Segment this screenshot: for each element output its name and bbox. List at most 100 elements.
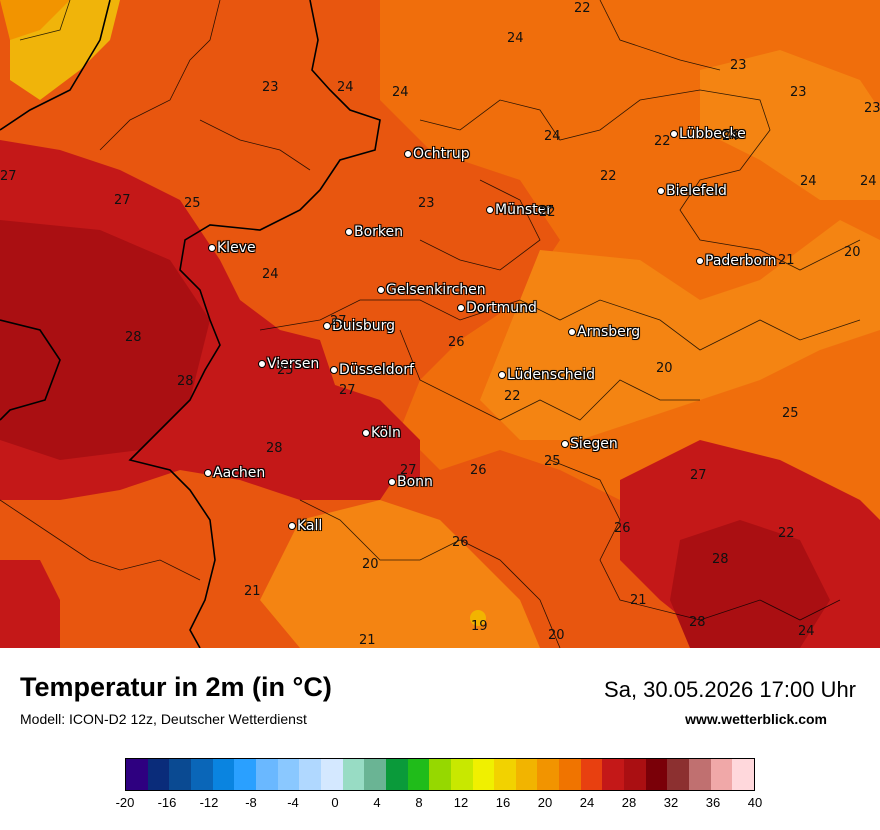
city-marker xyxy=(498,371,506,379)
city-marker xyxy=(362,429,370,437)
city-name: Köln xyxy=(371,425,401,441)
legend-color-segment xyxy=(299,759,321,790)
legend-tick-label: 16 xyxy=(495,795,511,810)
legend-color-segment xyxy=(212,759,235,790)
temperature-value: 26 xyxy=(452,535,469,550)
legend-color-segment xyxy=(320,759,343,790)
city-marker xyxy=(657,187,665,195)
temperature-value: 27 xyxy=(690,468,707,483)
city-name: Gelsenkirchen xyxy=(386,282,486,298)
legend-color-segment xyxy=(472,759,495,790)
city-marker xyxy=(457,304,465,312)
legend-color-segment xyxy=(364,759,386,790)
city-name: Lüdenscheid xyxy=(507,367,596,383)
website-link[interactable]: www.wetterblick.com xyxy=(685,711,827,727)
legend-tick-label: 40 xyxy=(747,795,763,810)
city-marker xyxy=(404,150,412,158)
legend-color-segment xyxy=(580,759,603,790)
legend-color-segment xyxy=(277,759,300,790)
legend-color-segment xyxy=(559,759,581,790)
temperature-value: 26 xyxy=(470,463,487,478)
temperature-value: 22 xyxy=(778,526,795,541)
temperature-value: 24 xyxy=(262,267,279,282)
legend-color-segment xyxy=(450,759,473,790)
city-label-dortmund: Dortmund xyxy=(457,300,537,316)
legend-tick-label: 0 xyxy=(331,795,339,810)
city-name: Ochtrup xyxy=(413,146,470,162)
city-name: Viersen xyxy=(267,356,320,372)
temperature-value: 20 xyxy=(844,245,861,260)
city-name: Duisburg xyxy=(332,318,395,334)
legend-color-segment xyxy=(126,759,148,790)
legend-tick-label: 4 xyxy=(373,795,381,810)
temperature-value: 28 xyxy=(177,374,194,389)
legend-color-segment xyxy=(234,759,256,790)
city-marker xyxy=(208,244,216,252)
temperature-value: 21 xyxy=(778,253,795,268)
temperature-value: 20 xyxy=(548,628,565,643)
temperature-value: 24 xyxy=(507,31,524,46)
city-label-siegen: Siegen xyxy=(561,436,618,452)
temperature-value: 24 xyxy=(337,80,354,95)
legend-color-segment xyxy=(624,759,646,790)
city-marker xyxy=(388,478,396,486)
legend-color-segment xyxy=(255,759,278,790)
city-label-bielefeld: Bielefeld xyxy=(657,183,727,199)
temperature-value: 21 xyxy=(244,584,261,599)
legend-tick-label: -12 xyxy=(199,795,219,810)
city-name: Borken xyxy=(354,224,404,240)
temperature-value: 26 xyxy=(448,335,465,350)
temperature-value: 21 xyxy=(630,593,647,608)
color-scale-legend xyxy=(125,758,755,791)
legend-color-segment xyxy=(169,759,191,790)
city-name: Paderborn xyxy=(705,253,777,269)
temperature-value: 24 xyxy=(800,174,817,189)
legend-color-segment xyxy=(190,759,213,790)
legend-color-segment xyxy=(515,759,538,790)
city-marker xyxy=(568,328,576,336)
map-title: Temperatur in 2m (in °C) xyxy=(20,672,332,702)
temperature-value: 21 xyxy=(359,633,376,648)
city-label-koeln: Köln xyxy=(362,425,401,441)
legend-color-segment xyxy=(494,759,516,790)
city-name: Siegen xyxy=(570,436,618,452)
temperature-value: 25 xyxy=(544,454,561,469)
temperature-value: 28 xyxy=(689,615,706,630)
city-marker xyxy=(330,366,338,374)
city-label-duesseldorf: Düsseldorf xyxy=(330,362,414,378)
temperature-value: 19 xyxy=(471,619,488,634)
temperature-field xyxy=(0,0,880,648)
city-name: Bielefeld xyxy=(666,183,727,199)
temperature-value: 23 xyxy=(730,58,747,73)
city-label-muenster: Münster xyxy=(486,202,552,218)
city-label-bonn: Bonn xyxy=(388,474,433,490)
legend-color-segment xyxy=(537,759,560,790)
city-name: Bonn xyxy=(397,474,433,490)
temperature-value: 24 xyxy=(392,85,409,100)
city-label-borken: Borken xyxy=(345,224,404,240)
city-label-viersen: Viersen xyxy=(258,356,320,372)
temperature-value: 27 xyxy=(339,383,356,398)
city-name: Aachen xyxy=(213,465,266,481)
legend-color-segment xyxy=(732,759,755,790)
legend-tick-label: 12 xyxy=(453,795,469,810)
model-info: Modell: ICON-D2 12z, Deutscher Wetterdie… xyxy=(20,711,307,727)
temperature-value: 22 xyxy=(600,169,617,184)
city-label-luedenscheid: Lüdenscheid xyxy=(498,367,596,383)
legend-tick-label: 28 xyxy=(621,795,637,810)
legend-tick-label: 20 xyxy=(537,795,553,810)
temperature-value: 23 xyxy=(262,80,279,95)
city-label-paderborn: Paderborn xyxy=(696,253,777,269)
city-marker xyxy=(561,440,569,448)
city-marker xyxy=(288,522,296,530)
temperature-value: 22 xyxy=(539,205,556,220)
temperature-value: 20 xyxy=(362,557,379,572)
city-label-luebbecke: Lübbecke xyxy=(670,126,746,142)
legend-tick-label: -4 xyxy=(287,795,299,810)
temperature-value: 28 xyxy=(125,330,142,345)
city-name: Münster xyxy=(495,202,552,218)
city-label-arnsberg: Arnsberg xyxy=(568,324,640,340)
city-marker xyxy=(670,130,678,138)
temperature-value: 24 xyxy=(722,129,739,144)
temperature-value: 27 xyxy=(114,193,131,208)
